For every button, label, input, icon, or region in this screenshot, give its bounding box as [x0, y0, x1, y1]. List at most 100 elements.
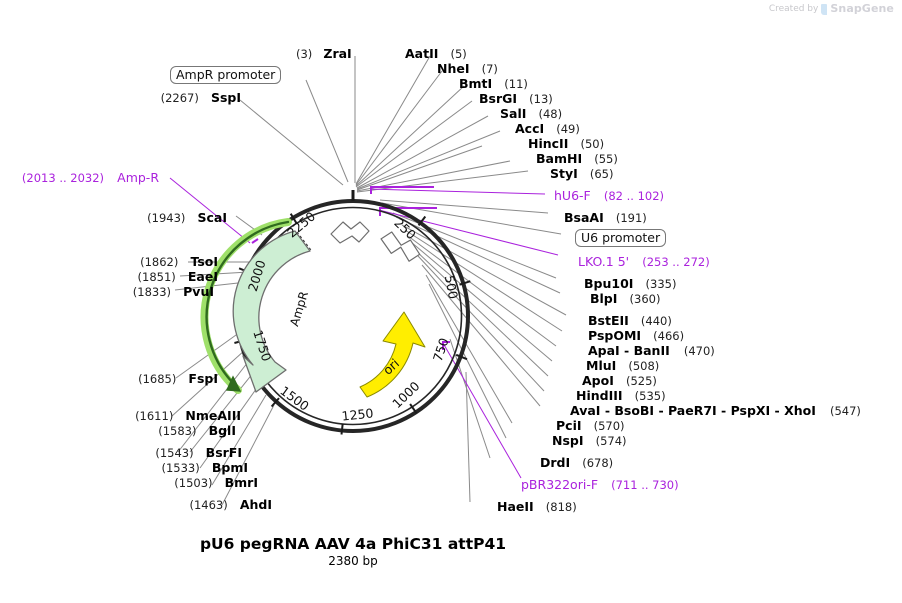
- feature-label-ampR-promoter[interactable]: AmpR promoter: [170, 66, 282, 85]
- site-label-haeII[interactable]: HaeII (818): [497, 498, 577, 514]
- site-position: (1533): [161, 461, 200, 475]
- site-label-bmrI[interactable]: (1503) BmrI: [174, 474, 258, 490]
- site-label-bsrGI[interactable]: BsrGI (13): [479, 90, 553, 106]
- site-label-tsoI[interactable]: (1862) TsoI: [140, 253, 218, 269]
- site-position: (535): [634, 389, 666, 403]
- primer-range: (2013 .. 2032): [21, 171, 105, 185]
- primer-label-pbr322ori-F[interactable]: pBR322ori-F (711 .. 730): [521, 476, 679, 492]
- site-label-bmtI[interactable]: BmtI (11): [459, 75, 528, 91]
- site-position: (508): [628, 359, 660, 373]
- plasmid-title: pU6 pegRNA AAV 4a PhiC31 attP41: [199, 535, 507, 553]
- site-label-apoI[interactable]: ApoI (525): [582, 372, 657, 388]
- site-label-accI[interactable]: AccI (49): [515, 120, 580, 136]
- site-position: (7): [481, 62, 498, 76]
- site-label-salI[interactable]: SalI (48): [500, 105, 562, 121]
- site-position: (49): [556, 122, 580, 136]
- site-label-fspI[interactable]: (1685) FspI: [138, 370, 218, 386]
- feature-label-u6-promoter[interactable]: U6 promoter: [575, 229, 667, 248]
- site-name: NmeAIII: [185, 408, 241, 423]
- site-label-hindIII[interactable]: HindIII (535): [576, 387, 666, 403]
- site-name: ApoI: [582, 373, 614, 388]
- site-label-mluI[interactable]: MluI (508): [586, 357, 659, 373]
- site-label-nspI[interactable]: NspI (574): [552, 432, 627, 448]
- site-label-sspI[interactable]: (2267) SspI: [161, 89, 241, 105]
- site-label-blpI[interactable]: BlpI (360): [590, 290, 660, 306]
- site-position: (1833): [132, 285, 172, 299]
- site-name: NheI: [437, 61, 470, 76]
- site-label-styI[interactable]: StyI (65): [550, 165, 613, 181]
- site-position: (1943): [147, 211, 186, 225]
- site-label-nmeAIII[interactable]: (1611) NmeAIII: [135, 407, 241, 423]
- site-name: BmrI: [224, 475, 258, 490]
- site-label-avaI-group[interactable]: AvaI - BsoBI - PaeR7I - PspXI - XhoI (54…: [570, 402, 861, 418]
- primer-name: LKO.1 5': [578, 254, 630, 269]
- site-label-bpu10I[interactable]: Bpu10I (335): [584, 275, 676, 291]
- primer-range: (253 .. 272): [642, 255, 710, 269]
- site-label-hincII[interactable]: HincII (50): [528, 135, 604, 151]
- site-label-aatII[interactable]: AatII (5): [405, 45, 467, 61]
- site-name: DrdI: [540, 455, 571, 470]
- site-label-pciI[interactable]: PciI (570): [556, 417, 625, 433]
- site-position: (360): [629, 292, 661, 306]
- feature-ori: [359, 311, 426, 398]
- site-name: HindIII: [576, 388, 623, 403]
- site-label-bamHI[interactable]: BamHI (55): [536, 150, 618, 166]
- site-label-bglI[interactable]: (1583) BglI: [158, 422, 236, 438]
- site-name: BlpI: [590, 291, 618, 306]
- site-label-bstEII[interactable]: BstEII (440): [588, 312, 672, 328]
- site-position: (525): [625, 374, 657, 388]
- site-name: BpmI: [211, 460, 248, 475]
- svg-text:1750: 1750: [250, 328, 274, 363]
- unlabeled-feature-arrows: [330, 221, 421, 262]
- site-position: (191): [615, 211, 647, 225]
- watermark-created-by-label: Created by: [768, 3, 819, 14]
- svg-text:2250: 2250: [284, 209, 318, 241]
- site-label-apaI-banII[interactable]: ApaI - BanII (470): [588, 342, 715, 358]
- site-name: BsaAI: [564, 210, 604, 225]
- site-position: (1862): [140, 255, 179, 269]
- site-position: (1685): [138, 372, 177, 386]
- site-position: (470): [683, 344, 715, 358]
- primer-label-hU6-F[interactable]: hU6-F (82 .. 102): [554, 187, 664, 203]
- site-label-nheI[interactable]: NheI (7): [437, 60, 498, 76]
- svg-text:1000: 1000: [389, 378, 422, 411]
- plasmid-length-label: 2380 bp: [328, 554, 378, 568]
- site-label-pvuI[interactable]: (1833) PvuI: [133, 283, 214, 299]
- site-position: (13): [529, 92, 553, 106]
- site-label-ahdI[interactable]: (1463) AhdI: [189, 496, 272, 512]
- site-position: (1611): [135, 409, 174, 423]
- site-name: BsrGI: [479, 91, 518, 106]
- leader-lines-right-lower: [379, 199, 567, 503]
- primer-arrow-marks: [251, 186, 450, 350]
- primer-range: (82 .. 102): [603, 189, 665, 203]
- site-name: PciI: [556, 418, 582, 433]
- site-label-bsaAI[interactable]: BsaAI (191): [564, 209, 647, 225]
- site-name: PspOMI: [588, 328, 642, 343]
- site-label-scaI[interactable]: (1943) ScaI: [147, 209, 227, 225]
- site-label-zraI[interactable]: (3) ZraI: [296, 45, 352, 61]
- site-label-drdI[interactable]: DrdI (678): [540, 454, 613, 470]
- site-label-pspOMI[interactable]: PspOMI (466): [588, 327, 684, 343]
- site-name: AvaI - BsoBI - PaeR7I - PspXI - XhoI: [570, 403, 816, 418]
- primer-label-lko1-5prime[interactable]: LKO.1 5' (253 .. 272): [578, 253, 710, 269]
- primer-label-amp-R[interactable]: (2013 .. 2032) Amp-R: [22, 169, 159, 185]
- feature-ampR: [232, 230, 312, 393]
- site-position: (48): [538, 107, 563, 121]
- ruler-ticks: [234, 190, 471, 435]
- site-name: HincII: [528, 136, 569, 151]
- site-name: SspI: [210, 90, 241, 105]
- site-name: BglI: [208, 423, 236, 438]
- site-name: BamHI: [536, 151, 583, 166]
- site-position: (11): [504, 77, 528, 91]
- site-name: AccI: [515, 121, 545, 136]
- watermark-brand-label: SnapGene: [830, 2, 894, 15]
- snapgene-watermark: Created by SnapGene: [769, 2, 894, 15]
- site-label-bpmI[interactable]: (1533) BpmI: [162, 459, 249, 475]
- site-label-bsrFI[interactable]: (1543) BsrFI: [155, 444, 242, 460]
- site-position: (570): [593, 419, 625, 433]
- site-name: ZraI: [323, 46, 352, 61]
- svg-text:250: 250: [391, 215, 419, 242]
- site-label-eaeI[interactable]: (1851) EaeI: [138, 268, 218, 284]
- site-position: (574): [595, 434, 627, 448]
- svg-text:2000: 2000: [245, 258, 269, 293]
